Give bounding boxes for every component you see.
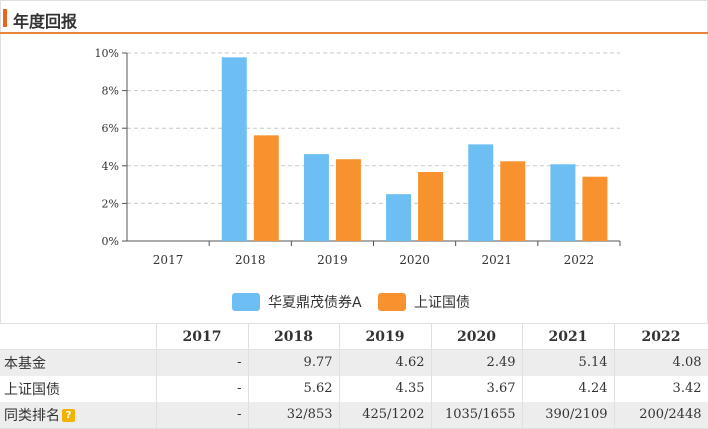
x-tick-label: 2019 [317, 253, 348, 267]
table-row: 同类排名? - 32/853 425/1202 1035/1655 390/21… [0, 401, 708, 428]
chart-legend: 华夏鼎茂债券A 上证国债 [0, 290, 708, 314]
table-cell: - [156, 375, 249, 402]
section-header: 年度回报 [0, 0, 708, 34]
table-cell: 4.24 [522, 375, 615, 402]
bar-fund [550, 164, 576, 241]
bar-fund [221, 57, 247, 241]
table-header-cell: 2019 [339, 323, 432, 350]
legend-item-index[interactable]: 上证国债 [378, 290, 470, 314]
legend-swatch-fund [232, 293, 260, 311]
bar-fund [303, 154, 329, 241]
row-label-index: 上证国债 [0, 375, 157, 402]
table-cell: 3.42 [614, 375, 708, 402]
table-row: 本基金 - 9.77 4.62 2.49 5.14 4.08 [0, 349, 708, 376]
row-label-ranking: 同类排名? [0, 401, 157, 428]
table-cell: 200/2448 [614, 401, 708, 428]
y-tick-label: 8% [102, 85, 119, 98]
table-cell: 1035/1655 [431, 401, 523, 428]
y-tick-label: 6% [102, 122, 119, 135]
bar-index [418, 172, 444, 241]
table-header-cell: 2021 [522, 323, 615, 350]
bar-index [500, 161, 526, 241]
legend-swatch-index [378, 293, 406, 311]
table-header-cell: 2017 [156, 323, 249, 350]
bar-fund [386, 194, 412, 241]
question-icon[interactable]: ? [62, 409, 75, 422]
y-tick-label: 10% [95, 47, 119, 60]
table-header-cell: 2018 [248, 323, 340, 350]
table-header-cell [0, 323, 157, 350]
bar-fund [468, 144, 494, 241]
table-cell: 9.77 [248, 349, 340, 376]
row-label-ranking-text: 同类排名 [4, 407, 60, 424]
table-cell: 4.08 [614, 349, 708, 376]
table-cell: 5.14 [522, 349, 615, 376]
bar-index [335, 159, 361, 241]
table-header-cell: 2022 [614, 323, 708, 350]
x-tick-label: 2018 [235, 253, 266, 267]
legend-label-fund: 华夏鼎茂债券A [268, 295, 362, 311]
table-cell: 4.62 [339, 349, 432, 376]
table-cell: 32/853 [248, 401, 340, 428]
table-cell: - [156, 349, 249, 376]
table-cell: 390/2109 [522, 401, 615, 428]
table-row: 上证国债 - 5.62 4.35 3.67 4.24 3.42 [0, 375, 708, 402]
table-header-row: 2017 2018 2019 2020 2021 2022 [0, 323, 708, 350]
table-cell: - [156, 401, 249, 428]
table-header-cell: 2020 [431, 323, 523, 350]
bar-index [582, 176, 608, 241]
legend-item-fund[interactable]: 华夏鼎茂债券A [232, 290, 362, 314]
table-cell: 4.35 [339, 375, 432, 402]
x-tick-label: 2022 [564, 253, 595, 267]
y-tick-label: 4% [102, 160, 119, 173]
annual-return-chart: 0% 2% 4% 6% 8% 10% 2017 2018 2019 2020 2021 2022 [95, 47, 621, 267]
table-cell: 425/1202 [339, 401, 432, 428]
row-label-fund: 本基金 [0, 349, 157, 376]
legend-label-index: 上证国债 [414, 295, 470, 311]
y-tick-label: 0% [102, 235, 119, 248]
section-title: 年度回报 [13, 12, 78, 31]
header-accent-bar [3, 9, 7, 27]
table-cell: 3.67 [431, 375, 523, 402]
y-tick-label: 2% [102, 197, 119, 210]
table-cell: 5.62 [248, 375, 340, 402]
x-tick-label: 2017 [153, 253, 184, 267]
x-tick-label: 2021 [481, 253, 512, 267]
annual-return-table: 2017 2018 2019 2020 2021 2022 本基金 - 9.77… [0, 323, 708, 428]
table-cell: 2.49 [431, 349, 523, 376]
bar-index [253, 135, 279, 241]
x-tick-label: 2020 [399, 253, 430, 267]
